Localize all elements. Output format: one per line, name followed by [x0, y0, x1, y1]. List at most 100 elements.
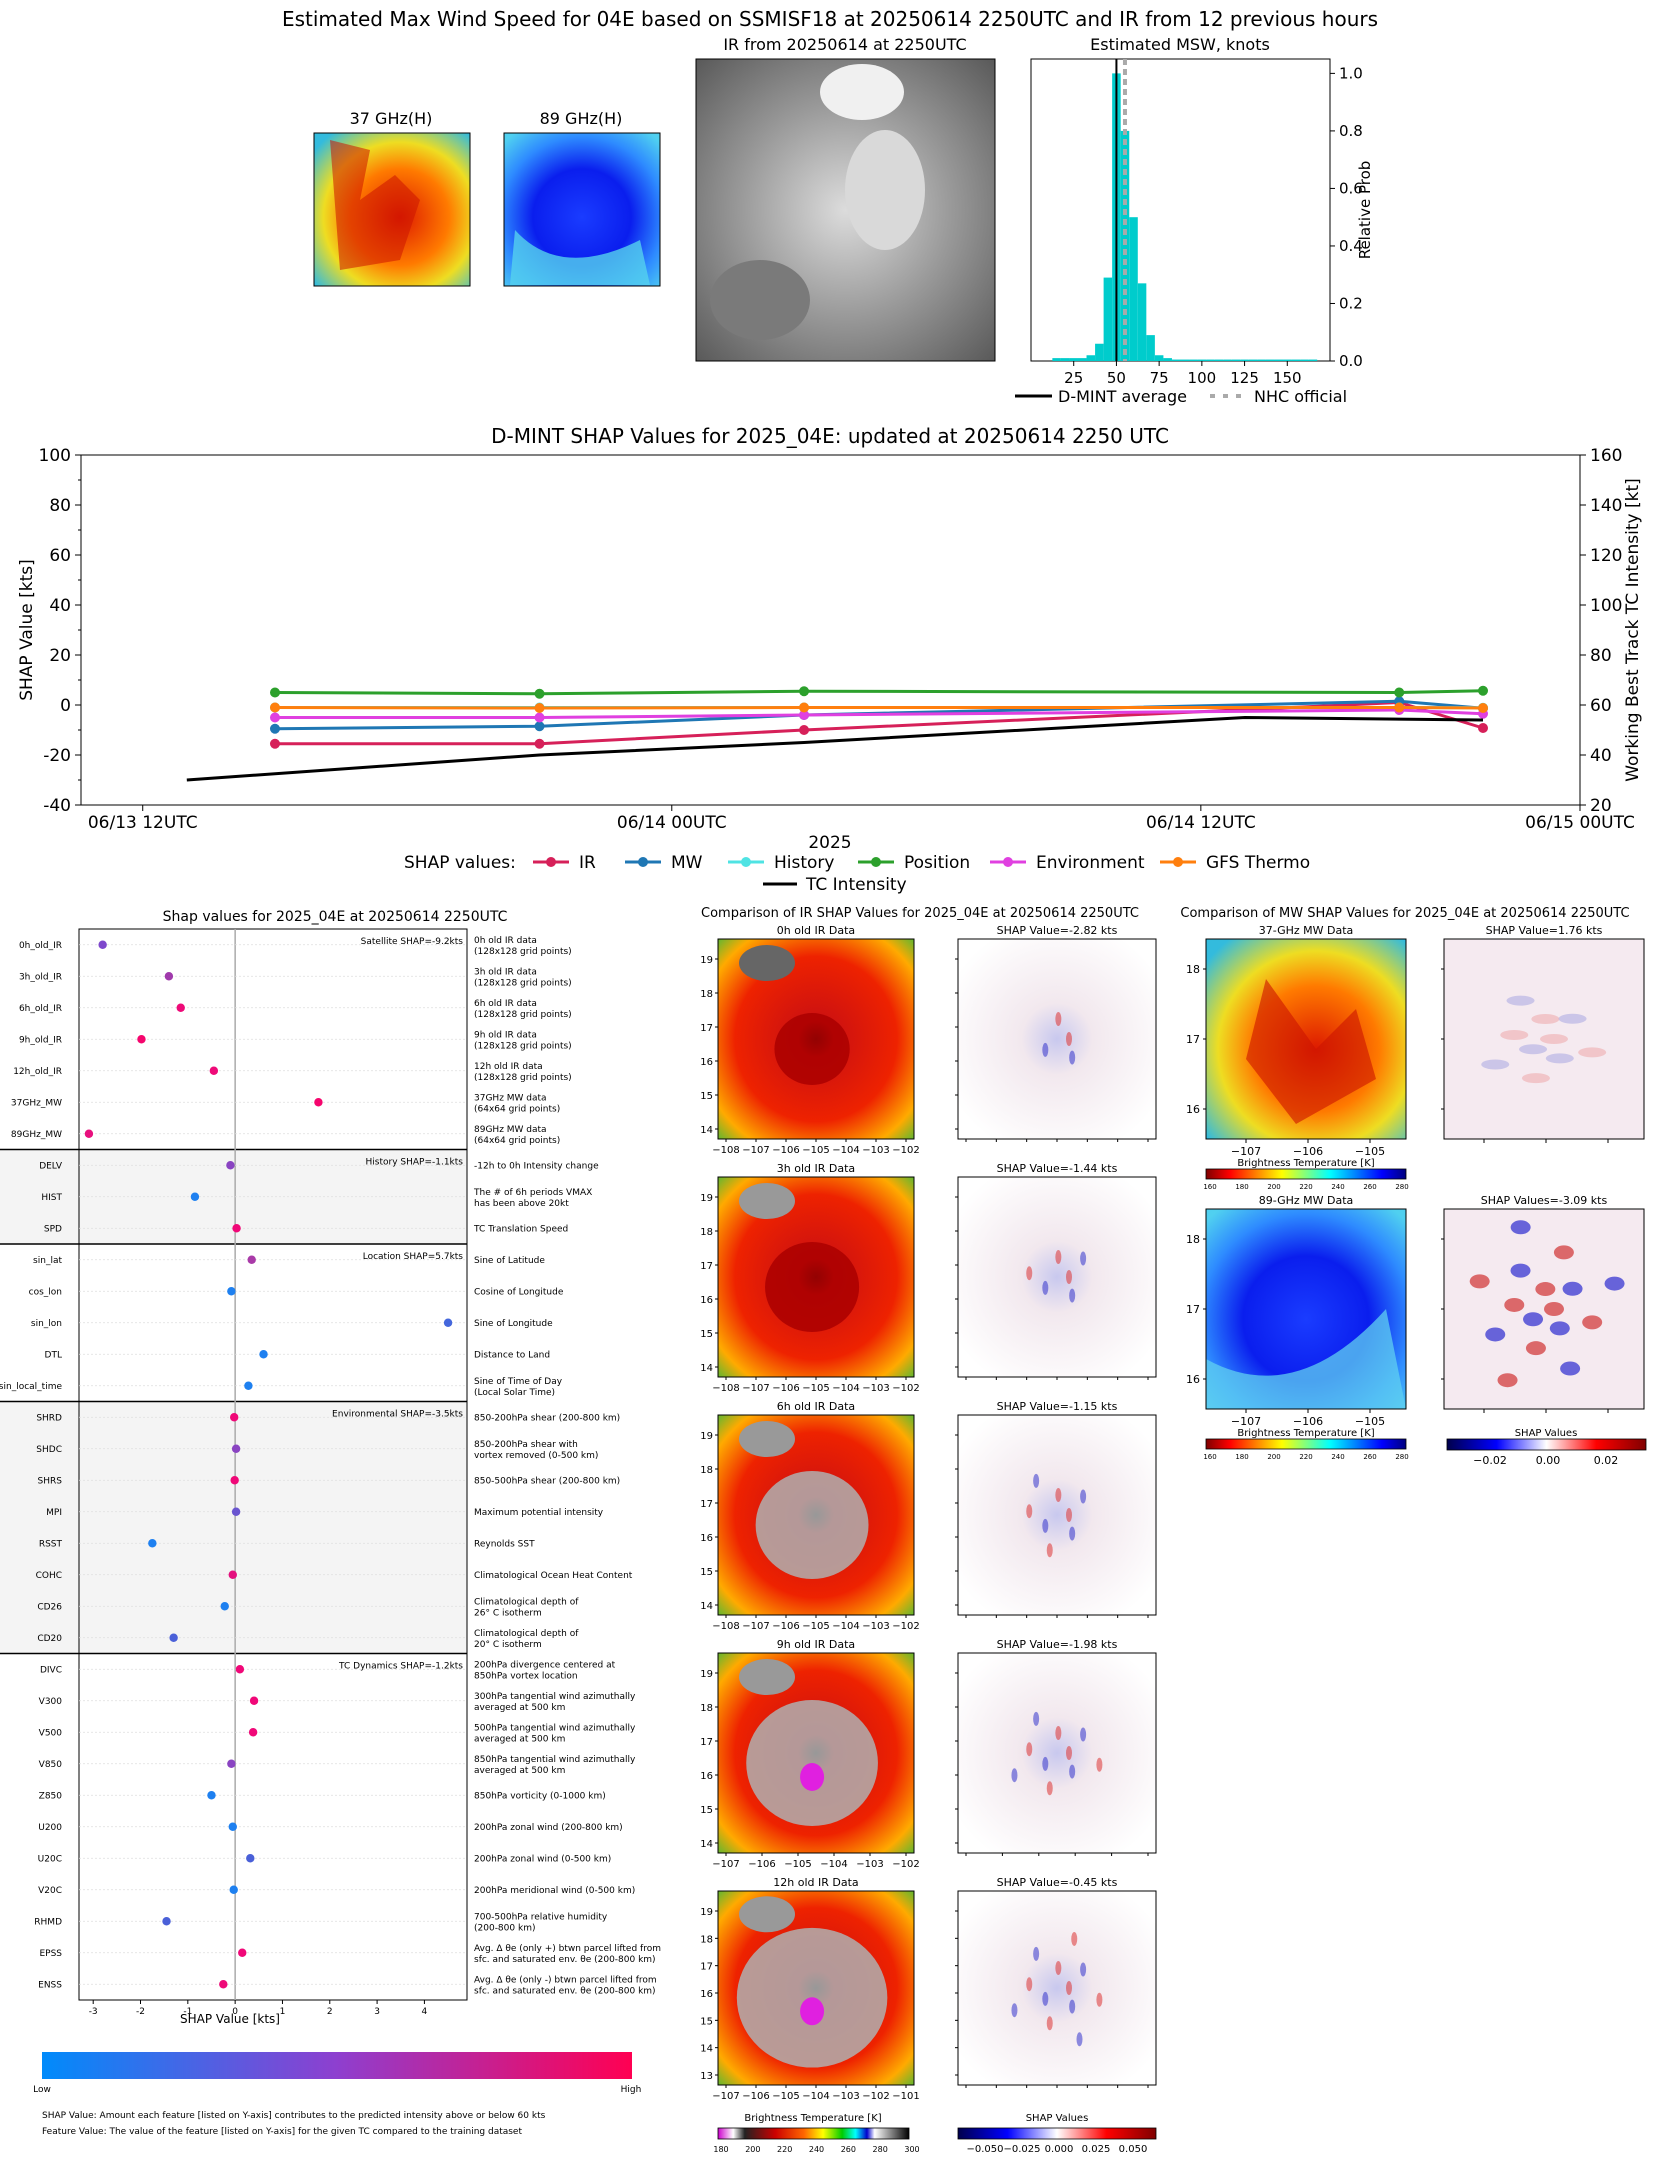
ir-ytick-label: 19: [700, 955, 713, 966]
bee-feature-label: 3h_old_IR: [19, 972, 62, 982]
bee-point: [229, 1885, 238, 1894]
ts-ytick-right-label: 160: [1590, 446, 1622, 466]
hist-bar: [1206, 359, 1215, 361]
ir-shap-spot: [1033, 1473, 1040, 1488]
mw-shap-cbar-tick: 0.00: [1536, 1454, 1561, 1467]
bee-point: [231, 1444, 241, 1453]
bee-feature-desc: Sine of Longitude: [474, 1319, 553, 1329]
bee-point: [232, 1224, 241, 1233]
mw-shap-spot: [1560, 1361, 1581, 1376]
hist-bar: [1197, 359, 1207, 361]
ir-ytick-label: 17: [700, 1499, 713, 1510]
hist-bar: [1223, 359, 1232, 361]
bee-group-label: Satellite SHAP=-9.2kts: [361, 937, 464, 947]
hist-bar: [1069, 358, 1078, 361]
hist-bar: [1291, 359, 1301, 361]
mw-shap-cbar-label: SHAP Values: [1515, 1428, 1578, 1439]
hist-bar: [1180, 359, 1190, 361]
ir-shap-title: SHAP Value=-1.98 kts: [997, 1638, 1118, 1651]
ir-ytick-label: 18: [700, 1227, 713, 1238]
hist-title: Estimated MSW, knots: [1090, 35, 1270, 54]
mw-data-title: 89-GHz MW Data: [1259, 1194, 1354, 1207]
bee-feature-desc: 200hPa zonal wind (200-800 km): [474, 1823, 623, 1833]
mw-ytick-label: 18: [1186, 1233, 1200, 1246]
ir-xtick-label: −102: [892, 1621, 919, 1632]
mw-bt-tick: 220: [1299, 1453, 1312, 1461]
mw-xtick-label: −107: [1231, 1415, 1261, 1428]
bee-feature-label: 89GHz_MW: [11, 1130, 62, 1140]
ir-shap-spot: [1055, 1961, 1062, 1976]
bee-feature-desc: 700-500hPa relative humidity: [474, 1912, 608, 1922]
bee-group-label: Environmental SHAP=-3.5kts: [332, 1410, 463, 1420]
ts-ytick-left-label: 0: [60, 696, 71, 716]
hist-xtick-label: 125: [1230, 369, 1259, 387]
ir-ytick-label: 18: [700, 989, 713, 1000]
bee-feature-desc: Distance to Land: [474, 1350, 550, 1360]
ir-xtick-label: −102: [892, 1859, 919, 1870]
ir-xtick-label: −106: [748, 1859, 775, 1870]
hist-xtick-label: 100: [1188, 369, 1217, 387]
bee-feature-desc: 6h old IR data: [474, 999, 537, 1009]
ts-axes: [80, 454, 1581, 806]
bee-feature-label: SPD: [44, 1224, 62, 1234]
ir-shap-spot: [1096, 1757, 1103, 1772]
ir-xtick-label: −105: [802, 1145, 829, 1156]
mw37-image: [313, 132, 471, 287]
ts-ytick-right-label: 100: [1590, 596, 1622, 616]
bee-xtick-label: 4: [422, 2007, 428, 2017]
ts-series-point: [1394, 702, 1405, 713]
ir-ytick-label: 17: [700, 1962, 713, 1973]
ts-series-point: [799, 702, 810, 713]
ts-ytick-left-label: 20: [49, 646, 71, 666]
bee-feature-desc: Climatological depth of: [474, 1629, 579, 1639]
hist-bar: [1052, 358, 1061, 361]
bee-feature-desc: 3h old IR data: [474, 967, 537, 977]
hist-ytick-label: 1.0: [1339, 64, 1363, 82]
ir-shap-spot: [1042, 1518, 1049, 1533]
mw-shap-spot: [1582, 1315, 1603, 1330]
hist-bar: [1308, 359, 1318, 361]
mw-data-title: 37-GHz MW Data: [1259, 924, 1354, 937]
bee-feature-desc: 300hPa tangential wind azimuthally: [474, 1692, 636, 1702]
mw-xtick-label: −105: [1355, 1145, 1385, 1158]
ir-shap-spot: [1066, 1508, 1072, 1522]
hist-bar: [1095, 343, 1104, 361]
mw-shap-title: SHAP Value=1.76 kts: [1486, 924, 1603, 937]
ir-shap-spot: [1080, 1251, 1087, 1266]
ir-shap-title: SHAP Value=-0.45 kts: [997, 1876, 1118, 1889]
ir-shap-spot: [1026, 1742, 1033, 1757]
bee-feature-desc: averaged at 500 km: [474, 1734, 565, 1744]
mw-shap-cbar-tick: −0.02: [1473, 1454, 1507, 1467]
bee-point: [228, 1570, 237, 1579]
mw-bt-tick: 180: [1235, 1453, 1248, 1461]
hist-bar: [1257, 359, 1266, 361]
ir-ytick-label: 15: [700, 1329, 713, 1340]
ir-image: [695, 58, 996, 362]
ir-xtick-label: −104: [832, 1621, 859, 1632]
mw-bt-tick: 240: [1331, 1183, 1344, 1191]
bee-point: [176, 1003, 185, 1012]
bee-feature-desc: Sine of Latitude: [474, 1256, 545, 1266]
ir-shap-spot: [1033, 1946, 1040, 1961]
bee-feature-desc: 200hPa zonal wind (0-500 km): [474, 1854, 611, 1864]
hist-bar: [1171, 359, 1181, 361]
mw-shap-spot: [1500, 1029, 1529, 1040]
ts-series-point: [1478, 723, 1489, 733]
ir-ytick-label: 19: [700, 1193, 713, 1204]
ir-xtick-label: −103: [862, 1621, 889, 1632]
ts-ytick-right-label: 20: [1590, 796, 1612, 816]
bee-xlabel: SHAP Value [kts]: [180, 2012, 280, 2026]
bee-point: [230, 1476, 239, 1485]
ir-shap-title: SHAP Value=-2.82 kts: [997, 924, 1118, 937]
bee-feature-desc: (128x128 grid points): [474, 1073, 572, 1083]
bee-feature-desc: 200hPa meridional wind (0-500 km): [474, 1886, 635, 1896]
mw-shap-spot: [1510, 1263, 1531, 1278]
ts-series-point: [799, 725, 810, 735]
mw-shap-map: [1443, 938, 1645, 1140]
bee-feature-desc: Climatological Ocean Heat Content: [474, 1571, 633, 1581]
mw-shap-spot: [1604, 1276, 1625, 1291]
mw-ytick-label: 17: [1186, 1033, 1200, 1046]
bee-feature-desc: 12h old IR data: [474, 1062, 543, 1072]
hist-bar: [1231, 359, 1241, 361]
ir-cbar-bt-tick: 220: [777, 2145, 792, 2154]
